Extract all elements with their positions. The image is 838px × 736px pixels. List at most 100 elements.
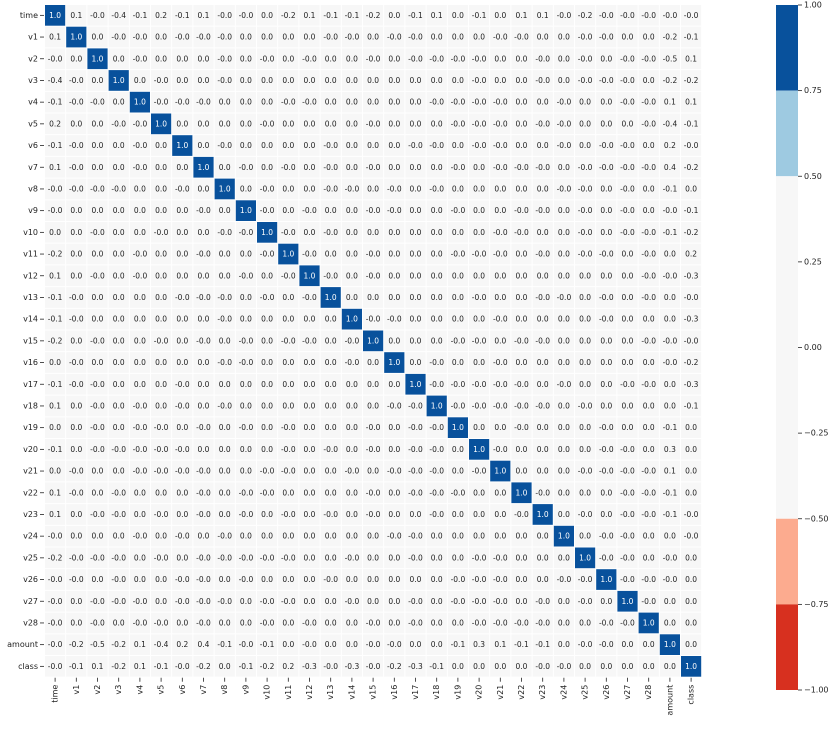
cell-label-v5-v5: 1.0 xyxy=(155,119,167,128)
x-tick-v26: v26 xyxy=(602,685,611,700)
heatmap-cell-v12-v3 xyxy=(108,265,129,287)
heatmap-cell-v2-v27 xyxy=(617,48,638,70)
cell-label-v5-v18: 0.0 xyxy=(431,119,443,128)
cell-label-v23-v8: 0.0 xyxy=(219,510,231,519)
heatmap-cell-v5-v21 xyxy=(490,113,511,135)
heatmap-cell-v9-v26 xyxy=(596,200,617,221)
cell-label-v4-v19: -0.0 xyxy=(451,98,466,107)
cell-label-v25-amount: -0.0 xyxy=(663,553,678,562)
cell-label-v5-v16: 0.0 xyxy=(388,119,400,128)
heatmap-cell-v16-v10 xyxy=(257,352,278,373)
cell-label-v9-v25: -0.0 xyxy=(578,206,593,215)
cell-label-v3-v14: 0.0 xyxy=(346,76,358,85)
heatmap-cell-v9-amount xyxy=(659,200,680,221)
cell-label-v9-v22: -0.0 xyxy=(514,206,529,215)
cell-label-v3-v5: -0.0 xyxy=(154,76,169,85)
cell-label-v1-v15: 0.0 xyxy=(367,33,379,42)
cell-label-v11-v23: -0.0 xyxy=(535,250,550,259)
cell-label-v4-v4: 1.0 xyxy=(134,98,146,107)
cell-label-v3-v26: -0.0 xyxy=(599,76,614,85)
heatmap-cell-v6-v9 xyxy=(235,135,256,156)
cell-label-v7-v16: 0.0 xyxy=(388,163,400,172)
y-tick-v26: v26 xyxy=(23,575,38,584)
cell-label-v2-time: -0.0 xyxy=(48,54,63,63)
heatmap-cell-v12-v2 xyxy=(87,265,108,287)
heatmap-cell-v1-v2 xyxy=(87,26,108,48)
cell-label-v24-v6: -0.0 xyxy=(175,532,190,541)
cell-label-v1-v5: 0.0 xyxy=(155,33,167,42)
cell-label-v17-v19: -0.0 xyxy=(451,380,466,389)
cell-label-v17-v25: 0.0 xyxy=(579,380,591,389)
cell-label-v9-v10: -0.0 xyxy=(260,206,275,215)
cell-label-v8-amount: -0.1 xyxy=(663,184,678,193)
cell-label-v12-v17: 0.0 xyxy=(410,271,422,280)
heatmap-cell-v14-v19 xyxy=(447,308,468,330)
heatmap-cell-v11-v16 xyxy=(384,243,405,265)
heatmap-cell-v8-v5 xyxy=(151,178,172,200)
cell-label-v10-v7: 0.0 xyxy=(198,228,210,237)
heatmap-cell-v14-v12 xyxy=(299,308,320,330)
heatmap-cell-v4-time xyxy=(45,91,66,113)
heatmap-cell-v7-time xyxy=(45,156,66,178)
cell-label-v25-v3: -0.0 xyxy=(111,553,126,562)
heatmap-cell-v2-v20 xyxy=(469,48,490,70)
cell-label-v17-v22: -0.0 xyxy=(514,380,529,389)
cell-label-v18-v27: 0.0 xyxy=(622,401,634,410)
y-tick-v1: v1 xyxy=(28,33,38,42)
x-tick-v25: v25 xyxy=(581,685,590,700)
cell-label-v6-v15: 0.0 xyxy=(367,141,379,150)
cell-label-v9-v12: -0.0 xyxy=(302,206,317,215)
heatmap-cell-v6-v4 xyxy=(129,135,150,156)
cell-label-v4-v2: -0.0 xyxy=(90,98,105,107)
cell-label-v17-v24: -0.0 xyxy=(557,380,572,389)
cell-label-v6-v24: -0.0 xyxy=(557,141,572,150)
cell-label-v20-v19: 0.0 xyxy=(452,445,464,454)
cell-label-v8-v24: -0.0 xyxy=(557,184,572,193)
cell-label-v12-v2: -0.0 xyxy=(90,271,105,280)
cell-label-v10-v12: 0.0 xyxy=(304,228,316,237)
heatmap-cell-v12-v6 xyxy=(172,265,193,287)
cell-label-v28-v24: 0.0 xyxy=(558,618,570,627)
cell-label-v21-v28: -0.0 xyxy=(641,467,656,476)
cell-label-v20-v22: 0.0 xyxy=(516,445,528,454)
y-tick-v18: v18 xyxy=(23,401,38,410)
cell-label-time-v7: 0.1 xyxy=(198,11,210,20)
cell-label-v10-v24: 0.0 xyxy=(558,228,570,237)
cell-label-v7-v3: 0.0 xyxy=(113,163,125,172)
cell-label-v26-v7: -0.0 xyxy=(196,575,211,584)
heatmap-cell-v9-v18 xyxy=(426,200,447,221)
cell-label-v17-v6: -0.0 xyxy=(175,380,190,389)
cell-label-v3-v2: 0.0 xyxy=(92,76,104,85)
cell-label-v28-v13: 0.0 xyxy=(325,618,337,627)
cell-label-v21-v22: 0.0 xyxy=(516,467,528,476)
cell-label-v11-v7: -0.0 xyxy=(196,250,211,259)
cell-label-v7-v28: -0.0 xyxy=(641,163,656,172)
cell-label-v8-v20: 0.0 xyxy=(473,184,485,193)
cell-label-v16-v25: 0.0 xyxy=(579,358,591,367)
heatmap-cell-v14-v21 xyxy=(490,308,511,330)
cell-label-v21-v27: -0.0 xyxy=(620,467,635,476)
heatmap-cell-v2-v25 xyxy=(575,48,596,70)
cell-label-v13-amount: 0.0 xyxy=(664,293,676,302)
cell-label-v26-v28: -0.0 xyxy=(641,575,656,584)
cell-label-v10-v9: -0.0 xyxy=(239,228,254,237)
cell-label-v6-v18: -0.0 xyxy=(429,141,444,150)
cell-label-v26-v13: -0.0 xyxy=(323,575,338,584)
y-tick-v17: v17 xyxy=(23,380,38,389)
cell-label-amount-v13: 0.0 xyxy=(325,640,337,649)
heatmap-cell-v5-amount xyxy=(659,113,680,135)
cell-label-v13-v8: -0.0 xyxy=(217,293,232,302)
cell-label-v1-v21: -0.0 xyxy=(493,33,508,42)
heatmap-cell-v13-v28 xyxy=(638,287,659,308)
cell-label-class-v11: 0.2 xyxy=(282,662,294,671)
x-tick-v15: v15 xyxy=(369,685,378,700)
cell-label-v13-v17: 0.0 xyxy=(410,293,422,302)
heatmap-cell-time-v24 xyxy=(553,5,574,26)
heatmap-cell-time-v13 xyxy=(320,5,341,26)
colorbar-tick-8: −1.00 xyxy=(804,686,829,695)
heatmap-cell-v12-v28 xyxy=(638,265,659,287)
cell-label-amount-v5: -0.4 xyxy=(154,640,169,649)
cell-label-v20-v13: -0.0 xyxy=(323,445,338,454)
x-tick-v23: v23 xyxy=(538,685,547,700)
y-tick-v13: v13 xyxy=(23,293,38,302)
